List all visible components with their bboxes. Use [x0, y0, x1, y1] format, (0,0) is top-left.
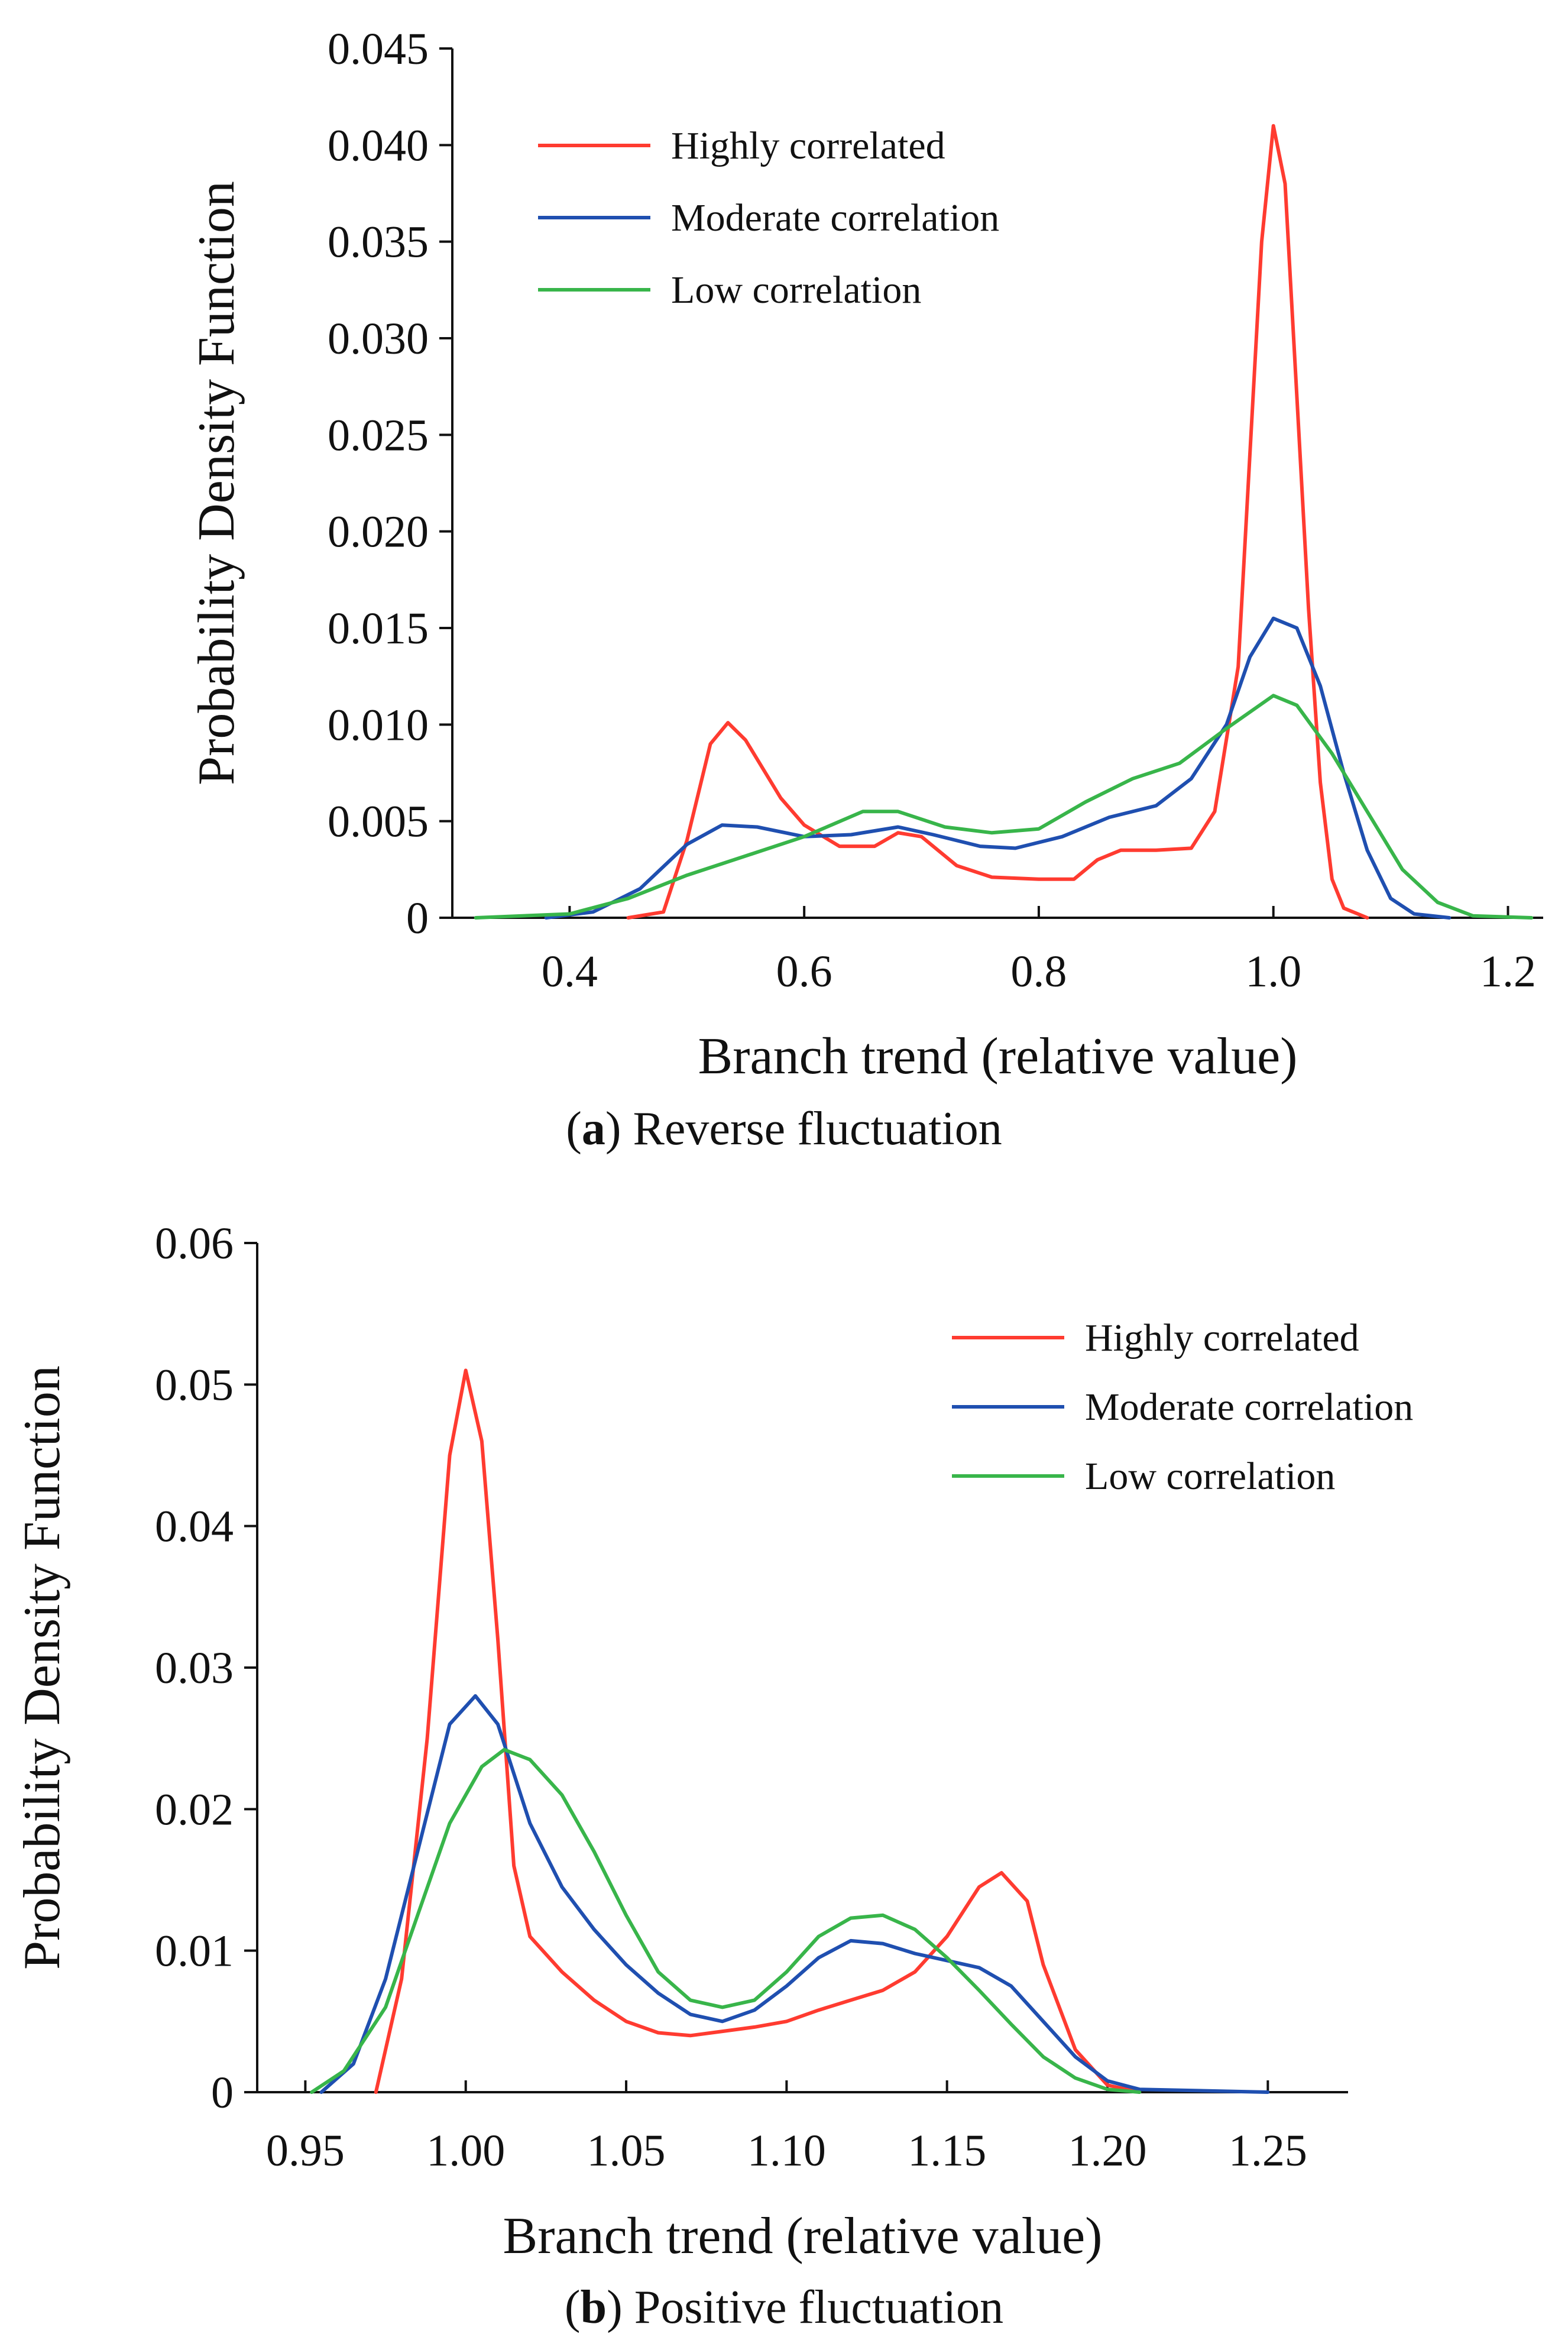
caption-panel-letter: b	[581, 2281, 607, 2333]
y-tick-label: 0.015	[328, 604, 429, 653]
legend-entry: Moderate correlation	[1085, 1386, 1413, 1429]
series-line-highly-correlated	[374, 1368, 1142, 2094]
caption-open-paren: (	[566, 1103, 582, 1155]
y-tick-label: 0.06	[155, 1219, 234, 1268]
panel-caption: (b) Positive fluctuation	[565, 2281, 1003, 2333]
y-tick-label: 0.045	[328, 24, 429, 74]
x-tick-label: 1.10	[747, 2126, 826, 2176]
y-tick-label: 0.02	[155, 1785, 234, 1834]
legend-entry: Low correlation	[1085, 1455, 1335, 1498]
x-tick-label: 1.25	[1229, 2126, 1307, 2176]
y-tick-label: 0.010	[328, 700, 429, 750]
y-tick-label: 0	[406, 894, 429, 943]
caption-close-paren: )	[607, 2281, 634, 2333]
x-tick-label: 1.05	[587, 2126, 666, 2176]
y-tick-label: 0.005	[328, 797, 429, 847]
x-tick-label: 1.20	[1068, 2126, 1147, 2176]
legend-entry: Moderate correlation	[671, 196, 999, 239]
panel-caption: (a) Reverse fluctuation	[566, 1103, 1002, 1155]
x-tick-label: 1.2	[1480, 947, 1536, 996]
y-tick-label: 0.01	[155, 1927, 234, 1976]
y-axis-label: Probability Density Function	[14, 1365, 71, 1970]
chart-panel-b: 0 0.01 0.02 0.03 0.04 0.05 0.06 0.95 1.00 1.05 1.1…	[14, 1219, 1413, 2333]
x-tick-label: 1.00	[426, 2126, 505, 2176]
series-line-moderate-correlation	[319, 1694, 1270, 2094]
y-tick-label: 0.04	[155, 1502, 234, 1552]
legend-entry: Low correlation	[671, 268, 921, 312]
y-tick-label: 0.020	[328, 507, 429, 557]
legend-entry: Highly correlated	[1085, 1316, 1359, 1360]
x-tick-label: 0.6	[776, 947, 832, 996]
series-line-moderate-correlation	[544, 616, 1452, 920]
x-tick-label: 1.0	[1245, 947, 1301, 996]
y-tick-label: 0.040	[328, 121, 429, 170]
x-axis-label: Branch trend (relative value)	[503, 2207, 1103, 2265]
y-tick-label: 0.025	[328, 410, 429, 460]
chart-panel-a: 0 0.005 0.010 0.015 0.020 0.025 0.030 0.035 0.04…	[188, 24, 1543, 1155]
x-tick-label: 0.8	[1010, 947, 1067, 996]
legend-entry: Highly correlated	[671, 124, 945, 167]
y-tick-label: 0.05	[155, 1360, 234, 1410]
caption-open-paren: (	[565, 2281, 581, 2333]
caption-panel-letter: a	[582, 1103, 605, 1155]
y-tick-label: 0.030	[328, 314, 429, 364]
x-tick-label: 1.15	[908, 2126, 986, 2176]
y-tick-label: 0	[211, 2068, 234, 2118]
series-line-low-correlation	[310, 1747, 1142, 2094]
caption-text: Reverse fluctuation	[633, 1103, 1002, 1155]
x-tick-label: 0.95	[266, 2126, 345, 2176]
y-tick-label: 0.035	[328, 218, 429, 267]
x-tick-label: 0.4	[542, 947, 598, 996]
series-line-low-correlation	[474, 694, 1534, 920]
y-tick-label: 0.03	[155, 1643, 234, 1693]
caption-close-paren: )	[605, 1103, 633, 1155]
caption-text: Positive fluctuation	[634, 2281, 1003, 2333]
x-axis-label: Branch trend (relative value)	[698, 1028, 1298, 1085]
y-axis-label: Probability Density Function	[188, 181, 245, 785]
series-line-highly-correlated	[626, 124, 1369, 920]
